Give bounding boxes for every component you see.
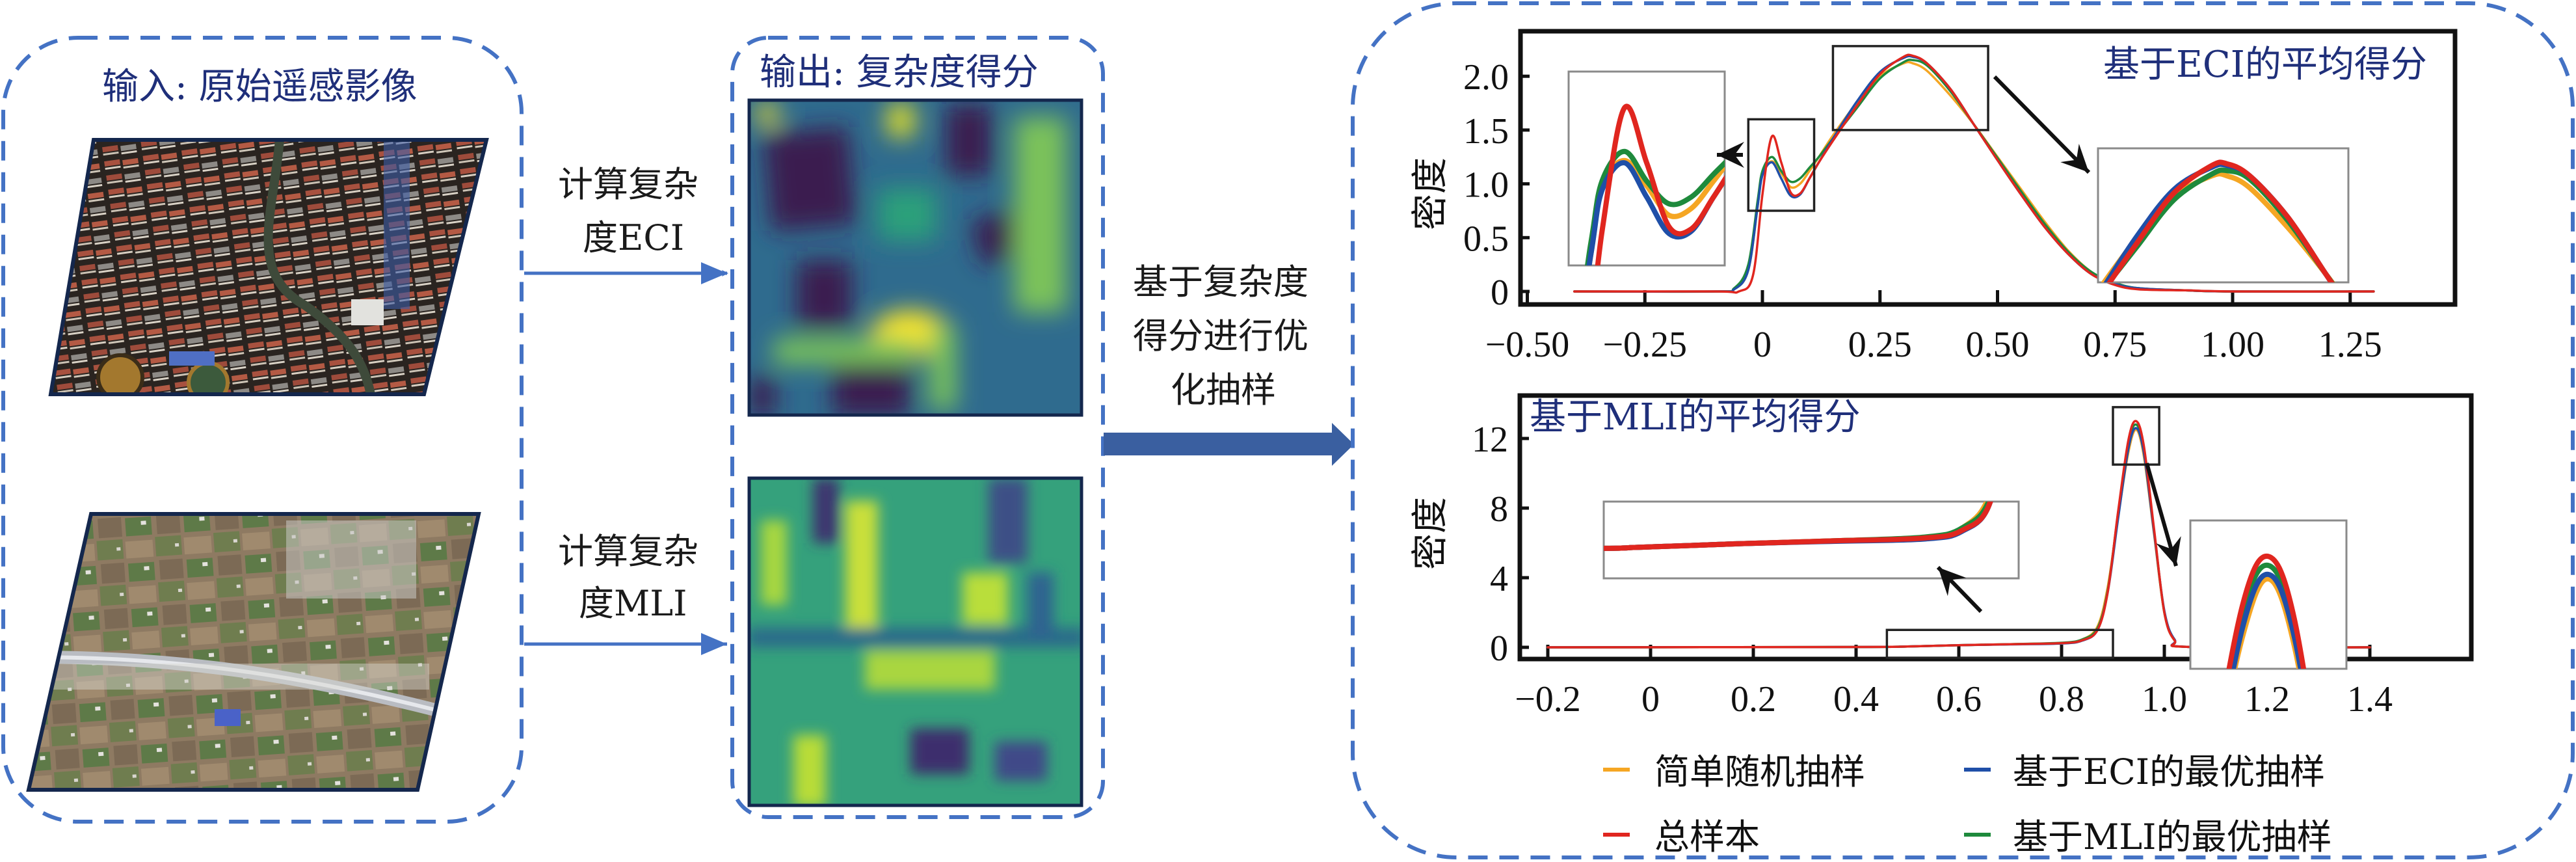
mli-inset-series-total xyxy=(1604,502,1993,551)
eci-xtick-label: 0.25 xyxy=(1848,325,1912,365)
eci-ytick-label: 0.5 xyxy=(1463,219,1509,259)
eci-xtick-label: 0.50 xyxy=(1966,325,2030,365)
eci-xtick-label: 0 xyxy=(1753,325,1772,365)
compute-eci-label-line2: 度ECI xyxy=(583,217,684,258)
eci-inset-series-total xyxy=(2106,159,2335,282)
legend-item-eci-optimal: 基于ECI的最优抽样 xyxy=(1964,751,2325,792)
zoom-pointer-arrow-head xyxy=(1938,567,1967,597)
compute-mli-label-line2: 度MLI xyxy=(579,583,687,624)
eci-zoom-region-1 xyxy=(1831,45,1989,131)
legend-item-mli-optimal: 基于MLI的最优抽样 xyxy=(1964,816,2331,857)
legend-label-mli-optimal: 基于MLI的最优抽样 xyxy=(2013,816,2331,857)
mli-zoom-region-0 xyxy=(1885,628,2114,659)
eci-xtick-label: 1.00 xyxy=(2201,325,2264,365)
eci-ytick-label: 1.5 xyxy=(1463,111,1509,152)
sampling-label-line3: 化抽样 xyxy=(1171,370,1276,411)
compute-eci-label-line1: 计算复杂 xyxy=(558,164,698,205)
mli-inset-series-group xyxy=(1604,502,1993,551)
compute-mli-label-line1: 计算复杂 xyxy=(558,531,698,572)
eci-xtick-label: 1.25 xyxy=(2318,325,2382,365)
eci-score-heatmap xyxy=(747,98,1083,417)
eci-series-total xyxy=(1573,53,2375,294)
eci-chart-ylabel: 密度 xyxy=(1411,157,1451,230)
mli-series-total xyxy=(1547,420,2371,649)
urban-remote-sensing-image xyxy=(48,138,489,396)
sampling-label-line2: 得分进行优 xyxy=(1133,316,1308,357)
zoom-pointer-arrow xyxy=(2145,463,2178,567)
mli-zoom-inset-1 xyxy=(2189,519,2348,670)
sampling-label-line1: 基于复杂度 xyxy=(1133,262,1308,303)
mli-xtick-label: 0.6 xyxy=(1936,679,1982,720)
eci-xtick-label: −0.25 xyxy=(1602,325,1687,365)
legend-label-simple-random: 简单随机抽样 xyxy=(1654,751,1865,792)
mli-xtick-label: 1.4 xyxy=(2347,679,2393,720)
mli-xtick-label: 0 xyxy=(1641,679,1660,720)
mli-series-group xyxy=(1547,420,2371,649)
mli-score-heatmap xyxy=(747,476,1083,807)
mli-ytick-label: 4 xyxy=(1490,559,1508,599)
eci-chart-title: 基于ECI的平均得分 xyxy=(2103,44,2427,86)
input-panel-title: 输入: 原始遥感影像 xyxy=(102,66,418,108)
input-panel-border xyxy=(1,36,524,824)
mli-ytick-label: 8 xyxy=(1490,489,1508,530)
eci-zoom-region-0 xyxy=(1747,118,1816,212)
rural-remote-sensing-image xyxy=(26,512,481,792)
mli-chart-frame xyxy=(1517,393,2474,662)
legend-item-total: 总样本 xyxy=(1603,816,1760,857)
input-panel: 输入: 原始遥感影像 xyxy=(1,36,524,824)
zoom-pointer-arrow-head xyxy=(2156,536,2181,566)
mli-xtick-label: 0.4 xyxy=(1833,679,1879,720)
mli-xtick-label: −0.2 xyxy=(1515,679,1581,720)
mli-chart-title: 基于MLI的平均得分 xyxy=(1530,396,1861,438)
optimized-sampling-step: 基于复杂度 得分进行优 化抽样 xyxy=(1104,262,1354,466)
eci-ytick-label: 0 xyxy=(1491,273,1509,313)
legend: 简单随机抽样 基于ECI的最优抽样 总样本 基于MLI的最优抽样 xyxy=(1603,751,2331,857)
zoom-pointer-arrow-head xyxy=(1717,142,1744,168)
eci-density-chart: 密度 基于ECI的平均得分 0 0.5 1.0 1.5 2.0 −0.50 −0.25 0 0.… xyxy=(1411,29,2458,365)
eci-ytick-label: 2.0 xyxy=(1463,57,1509,98)
output-panel-border xyxy=(730,36,1105,819)
mli-zoom-region-1 xyxy=(2112,406,2160,466)
legend-label-eci-optimal: 基于ECI的最优抽样 xyxy=(2013,751,2325,792)
output-panel: 输出: 复杂度得分 xyxy=(730,36,1105,819)
legend-label-total: 总样本 xyxy=(1654,816,1760,857)
results-panel-border xyxy=(1351,1,2575,859)
compute-mli-step: 计算复杂 度MLI xyxy=(524,531,727,655)
big-right-arrow xyxy=(1104,423,1354,466)
eci-inset-series-mli_optimal xyxy=(2105,167,2335,282)
mli-ytick-label: 0 xyxy=(1490,628,1508,669)
mli-arrow-head xyxy=(701,633,727,655)
eci-chart-frame xyxy=(1518,29,2458,307)
compute-eci-step: 计算复杂 度ECI xyxy=(524,164,728,284)
mli-ytick-label: 12 xyxy=(1472,420,1508,460)
eci-inset-series-group xyxy=(2101,159,2336,282)
mli-chart-ylabel: 密度 xyxy=(1411,497,1451,570)
mli-xtick-label: 0.2 xyxy=(1731,679,1776,720)
eci-xtick-label: −0.50 xyxy=(1485,325,1570,365)
mli-xtick-label: 1.0 xyxy=(2142,679,2187,720)
legend-item-simple-random: 简单随机抽样 xyxy=(1603,751,1865,792)
eci-ytick-label: 1.0 xyxy=(1463,165,1509,206)
results-panel: 密度 基于ECI的平均得分 0 0.5 1.0 1.5 2.0 −0.50 −0.25 0 0.… xyxy=(1351,1,2575,859)
eci-arrow-head xyxy=(701,262,727,284)
zoom-pointer-arrow xyxy=(1993,75,2091,174)
mli-xtick-label: 1.2 xyxy=(2244,679,2290,720)
output-panel-title: 输出: 复杂度得分 xyxy=(760,51,1039,94)
mli-xtick-label: 0.8 xyxy=(2039,679,2084,720)
zoom-pointer-arrow-head xyxy=(2060,144,2089,172)
eci-xtick-label: 0.75 xyxy=(2083,325,2147,365)
